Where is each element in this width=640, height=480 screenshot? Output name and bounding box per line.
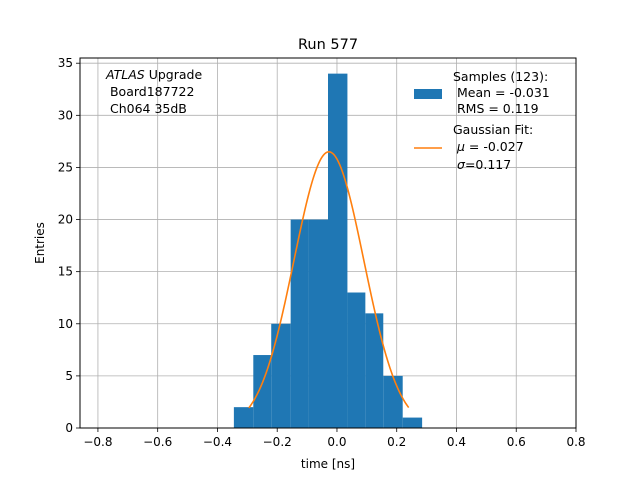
y-axis: 0 5 10 15 20 25 30 35 (58, 56, 80, 435)
y-tick-label: 30 (58, 108, 73, 122)
legend-fit-title: Gaussian Fit: (453, 122, 533, 137)
histogram-bar (271, 323, 291, 428)
x-tick-label: −0.6 (143, 435, 172, 449)
legend-samples-mean: Mean = -0.031 (453, 85, 550, 100)
y-tick-label: 20 (58, 213, 73, 227)
histogram-bar (308, 219, 328, 428)
legend-samples-rms: RMS = 0.119 (453, 101, 539, 116)
fit-layer (248, 151, 410, 409)
annotation-board: Board187722 (106, 84, 194, 99)
legend-fit-mu: μ = -0.027 (456, 139, 524, 154)
mu-symbol: μ (456, 139, 465, 154)
x-tick-label: 0.4 (447, 435, 466, 449)
histogram-bar (347, 292, 366, 428)
histogram-bar (402, 417, 423, 428)
legend-fit-sigma-value: =0.117 (465, 157, 511, 172)
plot-frame (79, 57, 577, 429)
chart-title: Run 577 (298, 37, 358, 53)
y-tick-label: 0 (65, 421, 73, 435)
histogram-bars (233, 73, 423, 429)
legend-samples-swatch (414, 89, 442, 99)
x-tick-label: 0.0 (327, 435, 346, 449)
y-axis-label: Entries (33, 222, 47, 264)
histogram-bar (383, 375, 403, 428)
x-tick-label: −0.8 (83, 435, 112, 449)
x-tick-label: 0.8 (566, 435, 585, 449)
x-tick-label: 0.2 (387, 435, 406, 449)
y-tick-label: 35 (58, 56, 73, 70)
gaussian-fit-curve (248, 151, 410, 409)
legend-samples-title: Samples (123): (453, 69, 548, 84)
annotation-channel: Ch064 35dB (106, 101, 187, 116)
legend: Samples (123): Mean = -0.031 RMS = 0.119… (414, 69, 550, 172)
x-axis: −0.8 −0.6 −0.4 −0.2 0.0 0.2 0.4 0.6 0.8 (83, 428, 586, 449)
histogram-bar (365, 313, 384, 428)
atlas-annotation: ATLAS Upgrade Board187722 Ch064 35dB (105, 67, 202, 116)
annotation-upgrade: Upgrade (145, 67, 203, 82)
y-tick-label: 5 (65, 369, 73, 383)
histogram-bar (233, 407, 254, 428)
sigma-symbol: σ (457, 157, 466, 172)
x-tick-label: −0.2 (263, 435, 292, 449)
legend-fit-sigma: σ=0.117 (457, 157, 511, 172)
histogram-bar (328, 73, 348, 429)
y-tick-label: 10 (58, 317, 73, 331)
x-axis-label: time [ns] (301, 457, 355, 471)
legend-fit-mu-value: = -0.027 (465, 139, 524, 154)
annotation-atlas: ATLAS (105, 67, 145, 82)
y-tick-label: 15 (58, 265, 73, 279)
x-tick-label: 0.6 (507, 435, 526, 449)
histogram-bar (290, 219, 309, 428)
y-tick-label: 25 (58, 160, 73, 174)
annotation-line1: ATLAS Upgrade (105, 67, 202, 82)
x-tick-label: −0.4 (203, 435, 232, 449)
